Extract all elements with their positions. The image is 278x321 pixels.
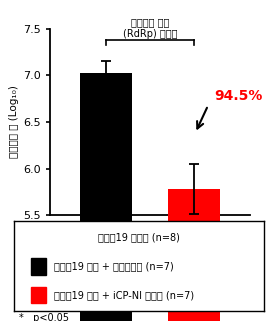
Text: 코로나19 감염 + 위약투여군 (n=7): 코로나19 감염 + 위약투여군 (n=7) bbox=[54, 261, 174, 272]
Bar bbox=[31, 287, 46, 303]
Bar bbox=[31, 258, 46, 274]
Text: *: * bbox=[190, 222, 198, 240]
Y-axis label: 바이러스 수 (Log₁₀): 바이러스 수 (Log₁₀) bbox=[9, 85, 19, 159]
Text: 바이러스 복제
(RdRp) 유전자: 바이러스 복제 (RdRp) 유전자 bbox=[123, 17, 177, 39]
Bar bbox=[168, 189, 220, 321]
X-axis label: 감염 5일 후: 감염 5일 후 bbox=[126, 222, 174, 235]
Text: 코로나19 비감염 (n=8): 코로나19 비감염 (n=8) bbox=[98, 233, 180, 243]
Text: *   p<0.05: * p<0.05 bbox=[19, 313, 70, 321]
Text: 94.5%: 94.5% bbox=[214, 89, 262, 103]
Text: 코로나19 감염 + iCP-NI 투여군 (n=7): 코로나19 감염 + iCP-NI 투여군 (n=7) bbox=[54, 290, 194, 300]
Bar bbox=[80, 73, 132, 321]
